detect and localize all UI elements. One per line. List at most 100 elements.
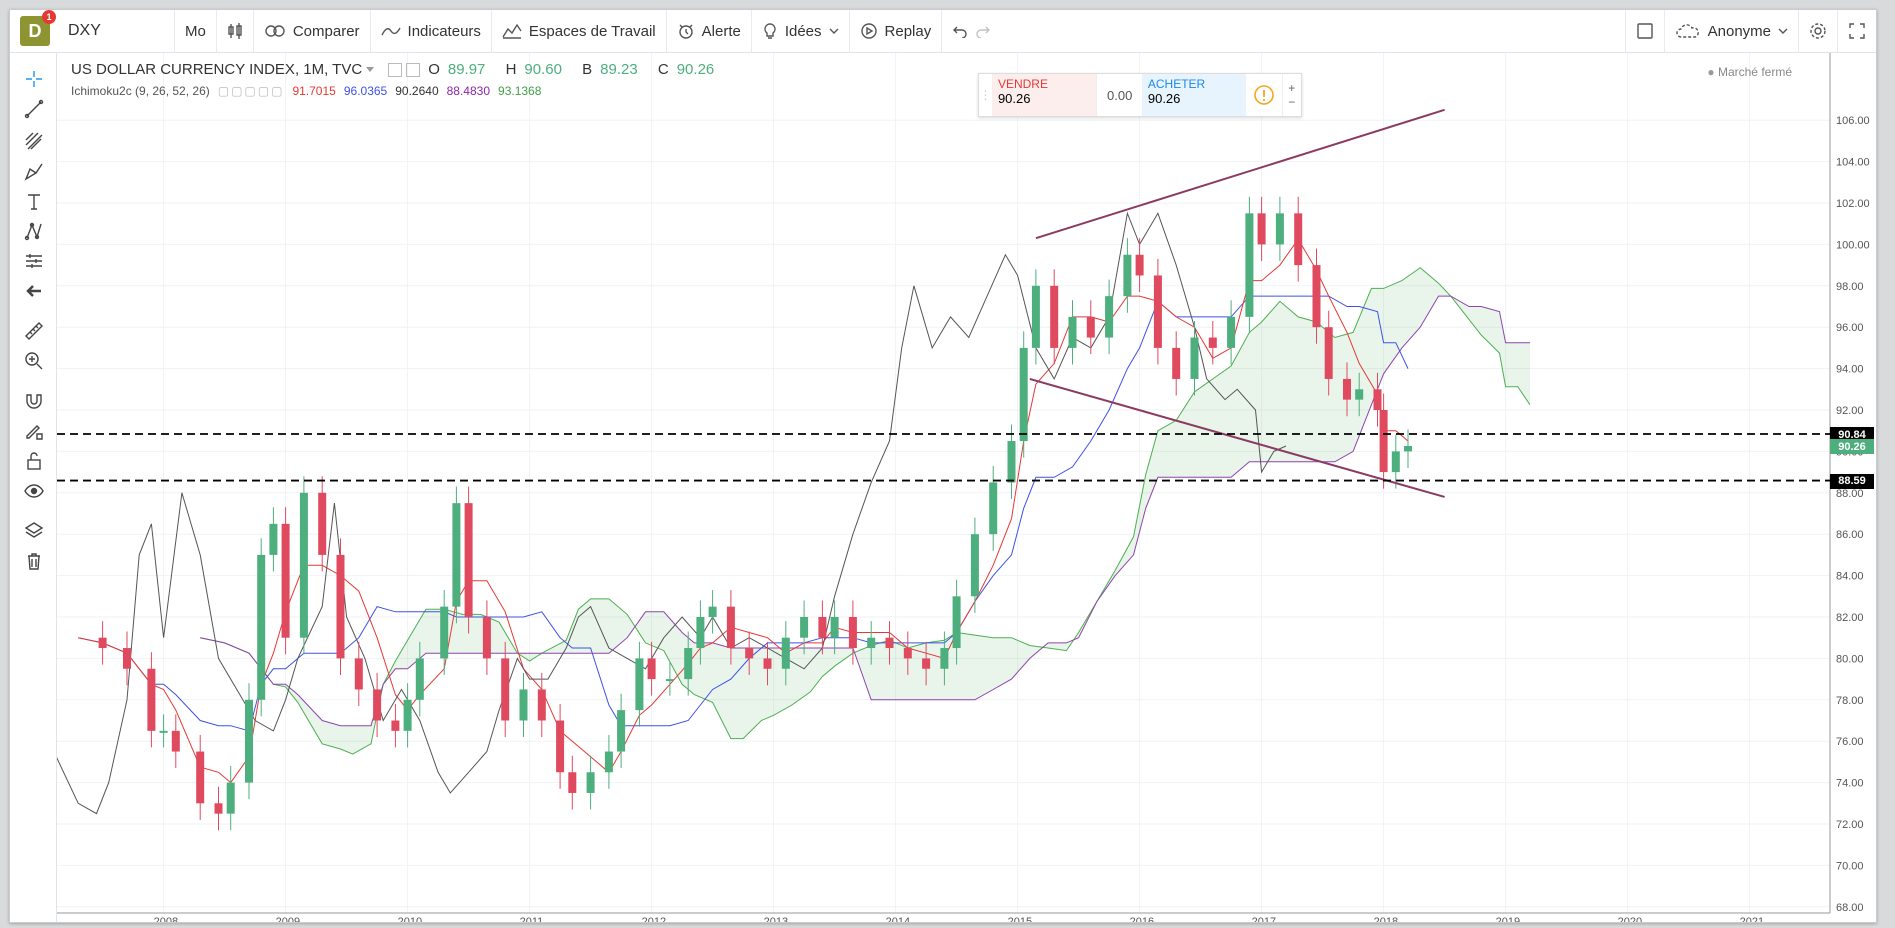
prediction-tool[interactable] (22, 249, 46, 273)
settings-toggle-icon[interactable] (406, 62, 421, 77)
indicator-legend: Ichimoku2c (9, 26, 52, 26) ▢▢▢▢▢ 91.7015… (71, 84, 541, 98)
text-tool[interactable] (22, 189, 46, 213)
settings-button[interactable] (1799, 10, 1838, 52)
object-tree-tool[interactable] (22, 519, 46, 543)
candle-body (196, 751, 205, 804)
low-value: 89.23 (600, 61, 638, 78)
indicators-button[interactable]: Indicateurs (371, 10, 492, 52)
candle-body (617, 710, 626, 752)
price-chart[interactable]: 106.00 104.00 102.00 100.00 98.00 96.00 94.00 9… (57, 53, 1876, 922)
symbol-label: DXY (68, 22, 101, 39)
candle-body (1343, 378, 1351, 400)
fullscreen-button[interactable] (1838, 10, 1876, 52)
candle-body (867, 637, 876, 649)
user-label: Anonyme (1707, 22, 1771, 40)
symbol-search[interactable]: DXY (56, 10, 175, 52)
quantity-stepper[interactable]: + − (1281, 74, 1302, 116)
brush-tool[interactable] (22, 159, 46, 183)
candle-body (1355, 389, 1364, 400)
span-b-line (200, 295, 1530, 727)
logo-letter: D (28, 20, 42, 41)
cloud-icon (1675, 24, 1699, 38)
time-tick-label: 2010 (398, 916, 422, 922)
chevron-down-icon[interactable] (366, 66, 375, 73)
chart-type-button[interactable] (217, 10, 254, 52)
back-arrow-tool[interactable] (22, 279, 46, 303)
trendline-tool[interactable] (22, 97, 46, 121)
time-tick-label: 2015 (1008, 916, 1032, 922)
stay-drawing-tool[interactable] (22, 419, 46, 443)
plus-icon[interactable]: + (1288, 81, 1296, 95)
arrow-left-icon (26, 285, 41, 297)
candle-body (519, 689, 528, 721)
candle-body (781, 637, 790, 669)
replay-icon (860, 23, 877, 39)
interval-button[interactable]: Mo (175, 10, 217, 52)
replay-button[interactable]: Replay (850, 10, 943, 52)
candle-body (940, 648, 949, 669)
candle-body (373, 689, 382, 721)
notification-badge[interactable]: 1 (42, 10, 56, 24)
user-menu[interactable]: Anonyme (1665, 10, 1799, 52)
open-label: O (428, 61, 440, 78)
workspaces-button[interactable]: Espaces de Travail (492, 10, 667, 52)
candle-body (1312, 265, 1321, 328)
candle-body (123, 648, 131, 669)
time-tick-label: 2013 (764, 916, 788, 922)
undo-icon[interactable] (952, 24, 968, 38)
workspaces-icon (502, 23, 522, 39)
alert-button[interactable]: Alerte (667, 10, 752, 52)
close-label: C (657, 61, 669, 78)
measure-tool[interactable] (22, 319, 46, 343)
candle-body (763, 658, 772, 669)
price-axis-tag: 88.59 (1830, 473, 1874, 489)
candle-body (1404, 446, 1412, 452)
candle-body (482, 617, 491, 659)
remove-drawings-tool[interactable] (22, 549, 46, 573)
price-tick-label: 104.00 (1836, 157, 1870, 169)
indicator-controls-icon[interactable]: ▢▢▢▢▢ (217, 84, 285, 98)
minus-icon[interactable]: − (1288, 95, 1296, 109)
layout-button[interactable] (1624, 10, 1665, 52)
ideas-button[interactable]: Idées (752, 10, 850, 52)
candle-body (336, 554, 345, 659)
time-tick-label: 2011 (520, 916, 544, 922)
pitchfork-tool[interactable] (22, 129, 46, 153)
grid (57, 53, 1830, 913)
candle-body (989, 482, 998, 535)
redo-icon[interactable] (975, 24, 991, 38)
visibility-tool[interactable] (22, 479, 46, 503)
buy-label: ACHETER (1147, 77, 1206, 91)
pattern-tool[interactable] (22, 219, 46, 243)
series-title[interactable]: US DOLLAR CURRENCY INDEX, 1M, TVC (71, 61, 363, 78)
zoom-tool[interactable] (22, 349, 46, 373)
candle-body (604, 751, 613, 773)
candle-body (800, 617, 809, 638)
candle-body (1105, 296, 1114, 338)
candle-body (1245, 213, 1254, 317)
fullscreen-icon (1849, 23, 1865, 39)
price-tick-label: 84.00 (1836, 571, 1864, 583)
eye-toggle-icon[interactable] (388, 62, 403, 77)
sell-button[interactable]: VENDRE 90.26 (991, 74, 1098, 116)
compare-button[interactable]: Comparer (254, 10, 371, 52)
trade-panel: ⋮ VENDRE 90.26 0.00 ACHETER 90.26 + − (978, 73, 1302, 117)
candle-body (848, 617, 857, 649)
chart-pane[interactable]: 106.00 104.00 102.00 100.00 98.00 96.00 94.00 9… (57, 53, 1876, 922)
app-logo[interactable]: D 1 (20, 10, 56, 46)
drag-handle-icon[interactable]: ⋮ (979, 88, 992, 102)
crosshair-tool[interactable] (22, 67, 46, 91)
interval-label: Mo (185, 22, 206, 40)
candle-body (318, 492, 327, 555)
lock-tool[interactable] (22, 449, 46, 473)
buy-button[interactable]: ACHETER 90.26 (1141, 74, 1247, 116)
magnet-tool[interactable] (22, 389, 46, 413)
info-button[interactable] (1246, 74, 1281, 116)
candle-body (1135, 254, 1144, 276)
indicator-title[interactable]: Ichimoku2c (9, 26, 52, 26) (71, 84, 210, 98)
pencil-lock-icon (26, 425, 43, 440)
candle-body (970, 534, 979, 597)
indicators-label: Indicateurs (407, 22, 481, 40)
candle-body (245, 699, 253, 783)
candle-body (391, 720, 400, 731)
